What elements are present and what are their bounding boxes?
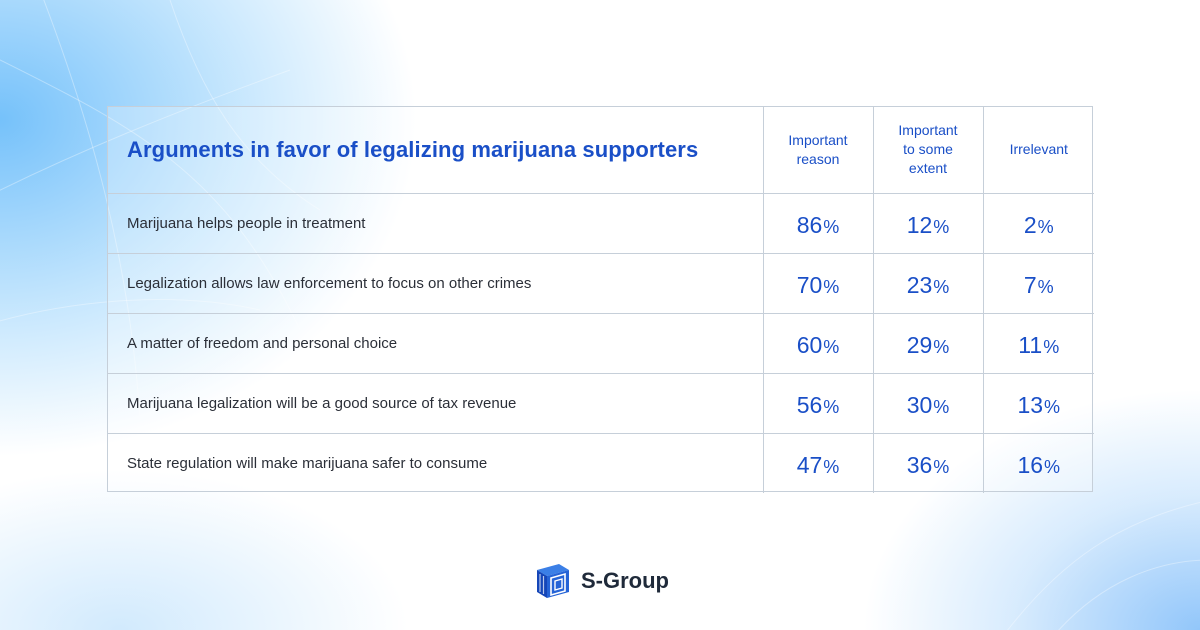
value-number: 11 — [1018, 331, 1043, 358]
value-cell: 12% — [872, 193, 984, 254]
table-row: Marijuana legalization will be a good so… — [108, 372, 1094, 434]
value-number: 36 — [906, 451, 933, 478]
row-label: Marijuana helps people in treatment — [108, 193, 764, 254]
data-table: Arguments in favor of legalizing marijua… — [108, 107, 1094, 493]
column-header-line: reason — [796, 150, 840, 167]
column-header-irrelevant: Irrelevant — [982, 107, 1094, 194]
row-label: Legalization allows law enforcement to f… — [108, 252, 764, 314]
percent-unit: % — [933, 276, 950, 297]
percent-unit: % — [823, 396, 840, 417]
value-cell: 30% — [872, 372, 984, 434]
value-cell: 47% — [762, 432, 874, 493]
value-number: 16 — [1017, 451, 1044, 478]
value-number: 47 — [796, 451, 823, 478]
percent-unit: % — [823, 336, 840, 357]
value-cell: 23% — [872, 252, 984, 314]
table-row: Marijuana helps people in treatment 86% … — [108, 193, 1094, 254]
value-number: 86 — [796, 211, 823, 238]
arguments-table: Arguments in favor of legalizing marijua… — [107, 106, 1094, 493]
percent-unit: % — [823, 216, 840, 237]
percent-unit: % — [933, 216, 950, 237]
column-header-line: extent — [908, 160, 948, 177]
value-number: 70 — [796, 271, 823, 298]
value-cell: 70% — [762, 252, 874, 314]
percent-unit: % — [823, 456, 840, 477]
table-row: A matter of freedom and personal choice … — [108, 312, 1094, 374]
value-cell: 86% — [762, 193, 874, 254]
row-label: A matter of freedom and personal choice — [108, 312, 764, 374]
percent-unit: % — [1037, 216, 1054, 237]
column-header-important-reason: Important reason — [762, 107, 874, 194]
value-cell: 56% — [762, 372, 874, 434]
percent-unit: % — [1044, 396, 1061, 417]
percent-unit: % — [933, 456, 950, 477]
value-cell: 29% — [872, 312, 984, 374]
value-cell: 11% — [982, 312, 1094, 374]
percent-unit: % — [1037, 276, 1054, 297]
brand-name: S-Group — [581, 568, 669, 593]
value-cell: 16% — [982, 432, 1094, 493]
percent-unit: % — [823, 276, 840, 297]
value-cell: 7% — [982, 252, 1094, 314]
value-number: 60 — [796, 331, 823, 358]
table-row: State regulation will make marijuana saf… — [108, 432, 1094, 493]
column-header-line: Important — [788, 131, 848, 148]
table-title: Arguments in favor of legalizing marijua… — [108, 107, 764, 194]
value-number: 12 — [906, 211, 933, 238]
value-number: 56 — [796, 391, 823, 418]
percent-unit: % — [933, 396, 950, 417]
value-cell: 60% — [762, 312, 874, 374]
percent-unit: % — [1043, 336, 1060, 357]
percent-unit: % — [933, 336, 950, 357]
value-number: 7 — [1023, 271, 1037, 298]
s-group-logo-icon — [537, 564, 569, 598]
value-cell: 13% — [982, 372, 1094, 434]
value-number: 29 — [906, 331, 933, 358]
value-cell: 36% — [872, 432, 984, 493]
column-header-line: Irrelevant — [1009, 141, 1068, 158]
value-number: 30 — [906, 391, 933, 418]
header-row: Arguments in favor of legalizing marijua… — [108, 107, 1094, 194]
row-label: State regulation will make marijuana saf… — [108, 432, 764, 493]
column-header-line: Important — [898, 122, 958, 139]
value-cell: 2% — [982, 193, 1094, 254]
value-number: 23 — [906, 271, 933, 298]
column-header-important-to-some-extent: Important to some extent — [872, 107, 984, 194]
brand-logo: S-Group — [535, 561, 669, 601]
row-label: Marijuana legalization will be a good so… — [108, 372, 764, 434]
column-header-line: to some — [903, 141, 953, 158]
percent-unit: % — [1044, 456, 1061, 477]
value-number: 13 — [1017, 391, 1044, 418]
value-number: 2 — [1023, 211, 1037, 238]
table-row: Legalization allows law enforcement to f… — [108, 252, 1094, 314]
